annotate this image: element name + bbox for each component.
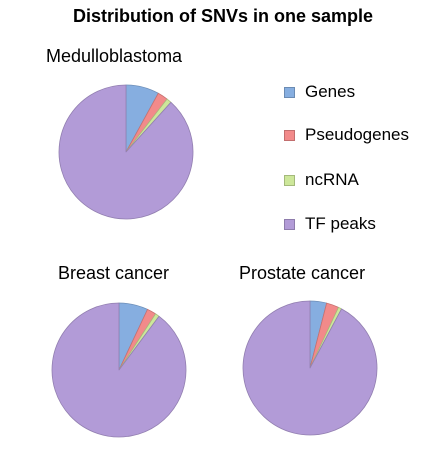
pie-slice-medulloblastoma-tf-peaks xyxy=(58,84,194,220)
legend-label-genes: Genes xyxy=(305,82,356,101)
legend-item-genes: Genes xyxy=(284,82,355,102)
chart-title: Distribution of SNVs in one sample xyxy=(72,6,374,26)
legend-item-ncrna: ncRNA xyxy=(284,170,359,190)
pie-label-medulloblastoma: Medulloblastoma xyxy=(46,46,183,66)
legend-swatch-ncrna xyxy=(284,174,295,186)
legend-swatch-pseudogenes xyxy=(284,129,295,141)
pie-label-prostate-cancer: Prostate cancer xyxy=(239,263,366,283)
pie-medulloblastoma xyxy=(58,84,194,220)
legend-label-ncrna: ncRNA xyxy=(305,170,359,189)
pie-prostate-cancer xyxy=(242,300,378,436)
pie-slice-prostate-cancer-tf-peaks xyxy=(242,300,378,436)
legend-item-tf-peaks: TF peaks xyxy=(284,214,376,234)
legend-label-tf-peaks: TF peaks xyxy=(305,214,376,233)
pie-slice-breast-cancer-tf-peaks xyxy=(51,302,187,438)
legend-swatch-tf-peaks xyxy=(284,218,295,230)
legend-label-pseudogenes: Pseudogenes xyxy=(305,125,409,144)
legend-swatch-genes xyxy=(284,86,295,98)
pie-breast-cancer xyxy=(51,302,187,438)
legend-item-pseudogenes: Pseudogenes xyxy=(284,125,409,145)
pie-label-breast-cancer: Breast cancer xyxy=(58,263,170,283)
